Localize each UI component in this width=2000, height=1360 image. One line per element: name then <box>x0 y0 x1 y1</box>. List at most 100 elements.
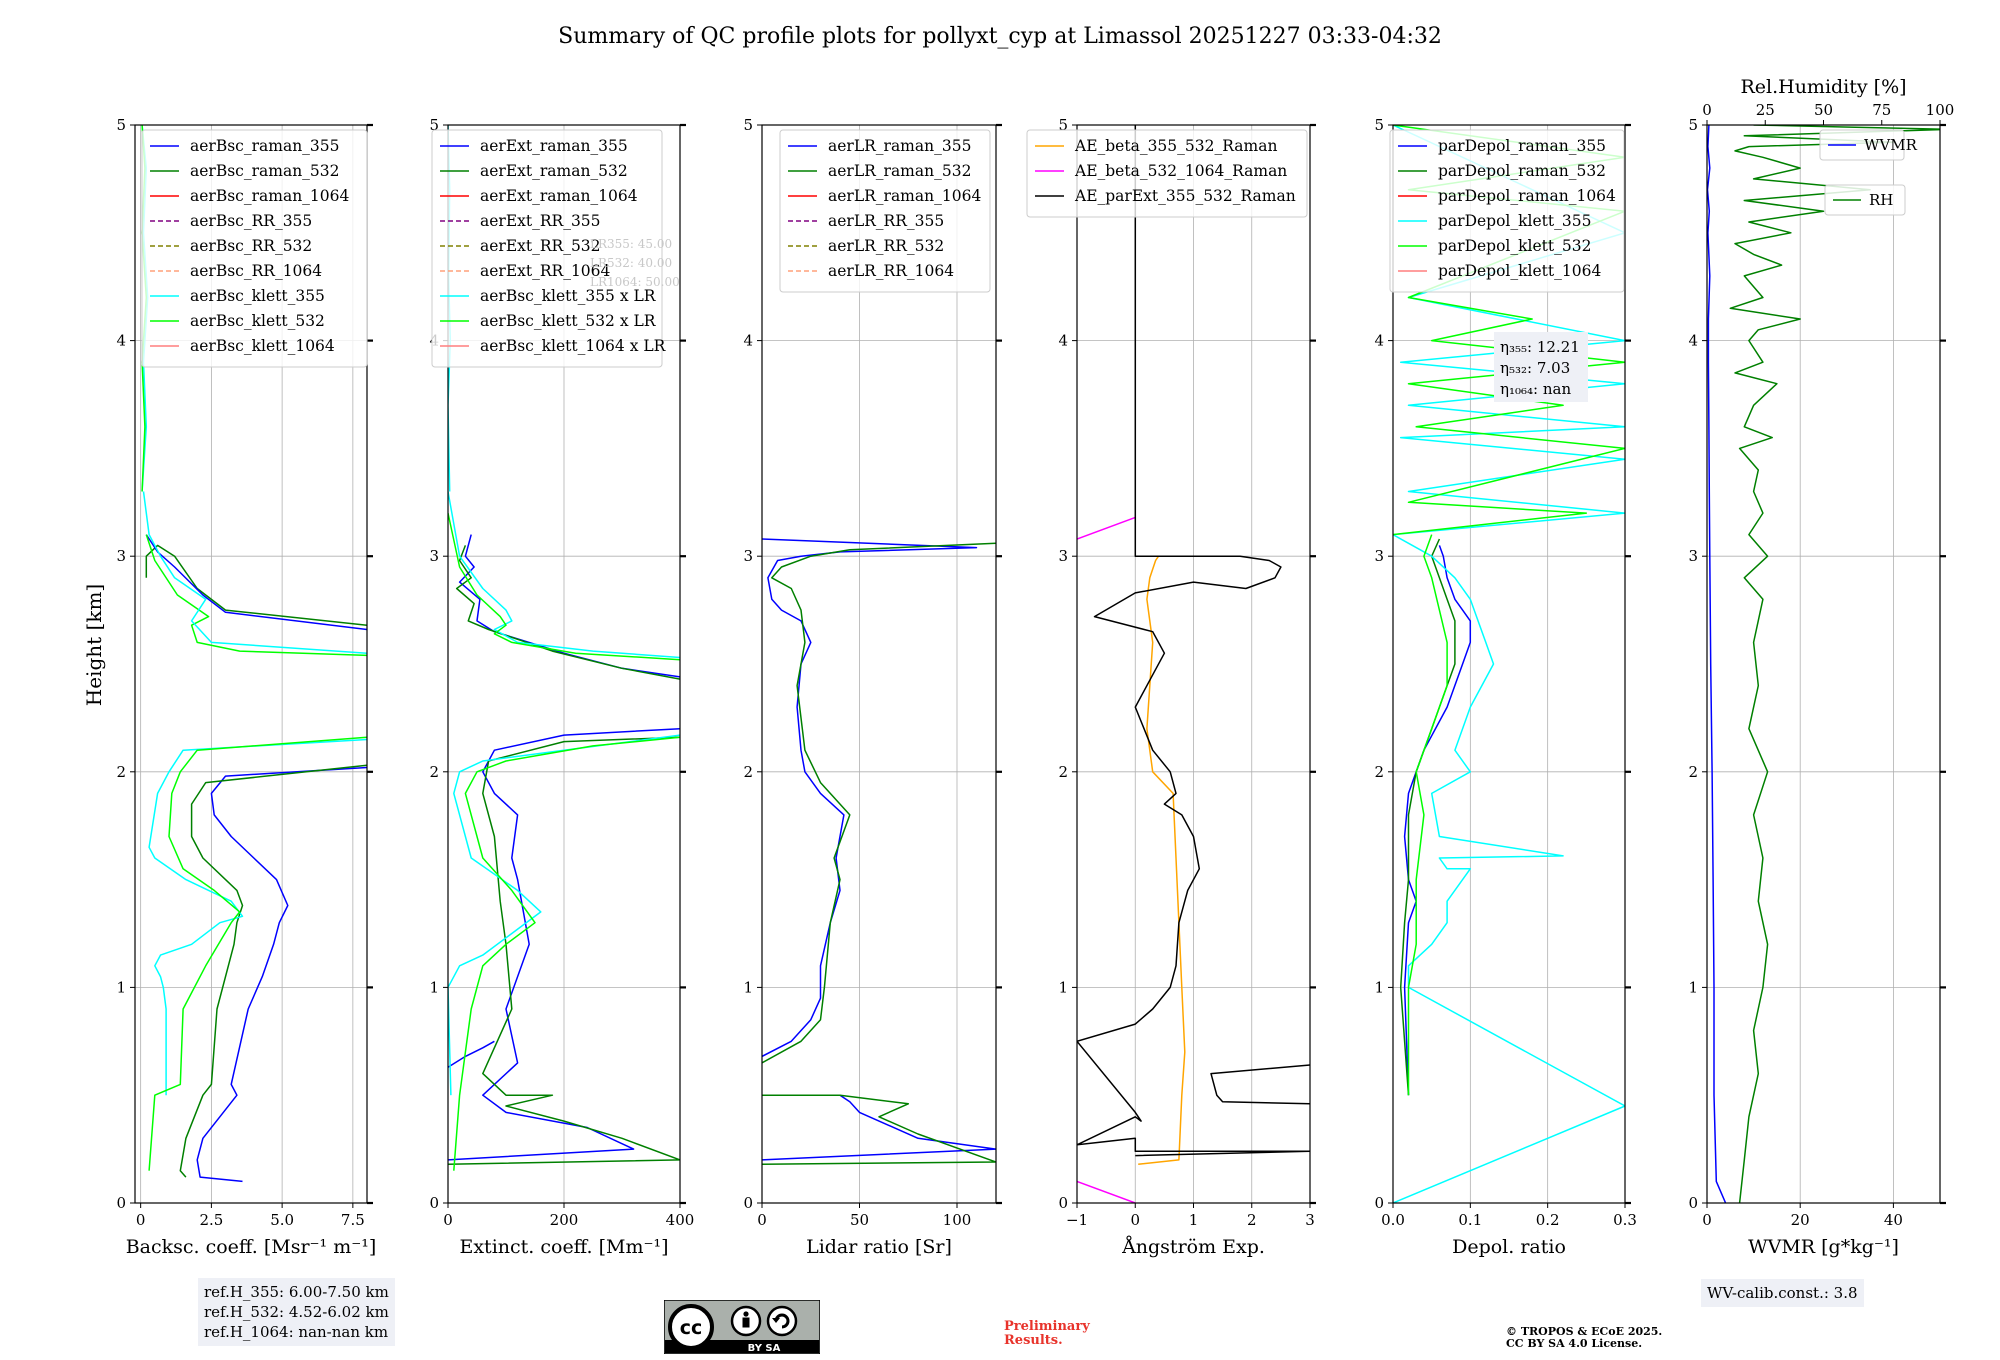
grid-ae <box>1076 124 1311 1204</box>
series-aerBsc_raman_532_upper <box>145 544 367 626</box>
legend-label: parDepol_klett_355 <box>1438 212 1591 230</box>
legend-label: aerExt_raman_355 <box>480 137 628 155</box>
top-x-tick-label: 100 <box>1926 101 1955 119</box>
x-tick-label: 0 <box>1702 1211 1712 1229</box>
axes-frame-bsc <box>134 124 368 1204</box>
y-tick-label: 5 <box>1058 116 1068 134</box>
series-AE_beta_355_532_Raman <box>1138 555 1186 1165</box>
series-group-depol <box>1393 125 1625 1203</box>
series-AE_parExt_lower_segment <box>1210 1064 1310 1105</box>
y-tick-label: 5 <box>1374 116 1384 134</box>
series-aerExt_klett_355_upper <box>448 491 680 659</box>
legend-box <box>1819 129 1905 161</box>
cc-by-sa-icon: cc BY SA <box>663 1299 821 1355</box>
eta-value: η₁₀₆₄: nan <box>1500 380 1571 398</box>
series-aerLR_raman_532_mid <box>762 542 996 1064</box>
series-aerBsc_klett_532 <box>148 736 367 1171</box>
ref-h-355: ref.H_355: 6.00-7.50 km <box>204 1283 389 1301</box>
legend-RH: RH <box>1824 184 1906 216</box>
top-x-axis-label: Rel.Humidity [%] <box>1740 76 1906 98</box>
legend-label: parDepol_klett_1064 <box>1438 262 1601 280</box>
legend-ae: AE_beta_355_532_Raman AE_beta_532_1064_Ra… <box>1026 129 1308 218</box>
y-tick-label: 1 <box>743 978 753 996</box>
legend-label: aerBsc_raman_532 <box>190 162 340 180</box>
x-tick-label: 7.5 <box>341 1211 365 1229</box>
legend-label: aerBsc_RR_532 <box>190 237 312 255</box>
x-tick-label: 40 <box>1884 1211 1903 1229</box>
y-tick-label: 0 <box>1688 1194 1698 1212</box>
x-tick-label: 1 <box>1189 1211 1199 1229</box>
eta-value: η₃₅₅: 12.21 <box>1500 338 1580 356</box>
legend-label: aerLR_RR_355 <box>828 212 944 230</box>
y-tick-label: 5 <box>743 116 753 134</box>
y-tick-label: 4 <box>1688 332 1698 350</box>
y-tick-label: 2 <box>429 763 439 781</box>
legend-label: aerBsc_raman_355 <box>190 137 340 155</box>
legend-bsc: aerBsc_raman_355 aerBsc_raman_532 aerBsc_r… <box>141 129 368 368</box>
y-tick-label: 3 <box>1374 547 1384 565</box>
series-aerBsc_raman_532 <box>179 764 367 1178</box>
axes-frame-wv <box>1706 124 1941 1204</box>
y-tick-label: 2 <box>1058 763 1068 781</box>
legend-label: aerExt_RR_532 <box>480 237 601 255</box>
panel-wv: 0 20 40 0 1 2 3 4 5 WVMR [g*kg⁻¹] 0 25 50 75 100 Rel.Hu… <box>1688 76 1954 1258</box>
x-tick-label: 50 <box>850 1211 869 1229</box>
wv-calib-box: WV-calib.const.: 3.8 <box>1701 1279 1864 1307</box>
y-axis-label: Height [km] <box>82 584 106 706</box>
x-tick-label: 0 <box>136 1211 146 1229</box>
series-group-ext <box>448 125 680 1171</box>
y-tick-label: 3 <box>429 547 439 565</box>
x-tick-label: 20 <box>1791 1211 1810 1229</box>
y-tick-label: 3 <box>116 547 126 565</box>
series-aerBsc_raman_355 <box>196 766 367 1183</box>
x-tick-label: 0.3 <box>1613 1211 1637 1229</box>
x-tick-label: 3 <box>1305 1211 1315 1229</box>
legend-box <box>1389 129 1625 293</box>
series-aerBsc_klett_355 <box>148 738 367 1096</box>
y-tick-label: 2 <box>1374 763 1384 781</box>
legend-label: parDepol_klett_532 <box>1438 237 1591 255</box>
ref-h-1064: ref.H_1064: nan-nan km <box>204 1323 389 1341</box>
series-aerExt_klett_355 <box>448 734 680 1096</box>
copyright-line-2: CC BY SA 4.0 License. <box>1506 1337 1643 1350</box>
preliminary-line-1: Preliminary <box>1004 1319 1090 1334</box>
x-tick-label: 0 <box>757 1211 767 1229</box>
series-aerLR_raman_355_mid <box>762 538 978 1058</box>
eta-value: η₅₃₂: 7.03 <box>1500 359 1570 377</box>
legend-label: aerBsc_RR_355 <box>190 212 312 230</box>
y-tick-label: 4 <box>1058 332 1068 350</box>
series-aerExt_raman_532_upper <box>455 545 680 680</box>
x-axis-label-depol: Depol. ratio <box>1452 1236 1566 1258</box>
y-tick-label: 3 <box>1058 547 1068 565</box>
x-tick-label: 5.0 <box>270 1211 294 1229</box>
y-tick-label: 4 <box>1374 332 1384 350</box>
legend-label: AE_beta_532_1064_Raman <box>1074 162 1287 180</box>
legend-label: aerBsc_klett_532 x LR <box>480 312 657 330</box>
panel-bsc: 0 2.5 5.0 7.5 0 1 2 3 4 5 Backsc. coeff. [Msr⁻¹ m⁻… <box>116 116 376 1258</box>
y-tick-label: 4 <box>743 332 753 350</box>
legend-label: aerLR_raman_355 <box>828 137 971 155</box>
legend-label: aerBsc_klett_532 <box>190 312 325 330</box>
y-tick-label: 1 <box>429 978 439 996</box>
x-tick-label: 0.0 <box>1381 1211 1405 1229</box>
svg-text:cc: cc <box>680 1317 703 1339</box>
wv-calib-text: WV-calib.const.: 3.8 <box>1707 1284 1858 1302</box>
series-aerExt_klett_532_upper <box>448 512 680 661</box>
series-AE_beta_532_1064_Raman <box>1077 1180 1136 1203</box>
top-x-tick-label: 75 <box>1872 101 1891 119</box>
faded-lr-label: LR532: 40.00 <box>590 256 672 270</box>
legend-label: aerExt_RR_1064 <box>480 262 611 280</box>
series-group-ae <box>1077 125 1310 1203</box>
legend-label: aerLR_RR_1064 <box>828 262 954 280</box>
preliminary-label: Preliminary Results. <box>1004 1320 1090 1348</box>
y-tick-label: 1 <box>1374 978 1384 996</box>
series-AE_parExt_355_532_Raman <box>1077 125 1310 1157</box>
y-tick-label: 0 <box>1374 1194 1384 1212</box>
series-group-wv <box>1707 125 1940 1203</box>
x-tick-label: 0 <box>1130 1211 1140 1229</box>
axes-frame-lr <box>761 124 997 1204</box>
y-tick-label: 0 <box>429 1194 439 1212</box>
legend-label: aerBsc_RR_1064 <box>190 262 322 280</box>
panel-ext: 0200400012345Extinct. coeff. [Mm⁻¹]aerEx… <box>429 116 694 1258</box>
